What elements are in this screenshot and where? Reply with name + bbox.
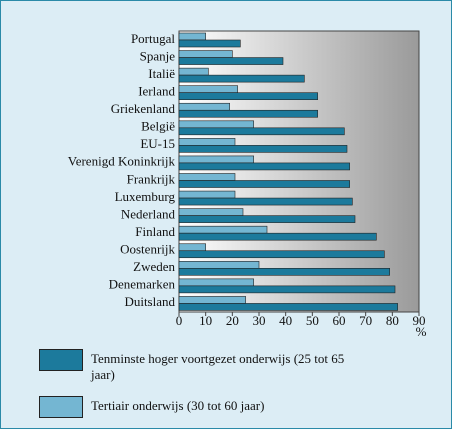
y-tick-label: Frankrijk xyxy=(127,171,176,186)
bar xyxy=(178,285,396,294)
bar xyxy=(178,243,206,252)
bar xyxy=(178,120,254,129)
bar xyxy=(178,109,318,118)
legend-swatch xyxy=(39,396,83,418)
bar xyxy=(178,268,390,276)
x-tick-label: 80 xyxy=(386,313,399,328)
y-tick-label: Nederland xyxy=(121,206,176,221)
bar xyxy=(178,208,244,216)
y-tick-label: Finland xyxy=(135,224,175,239)
bar xyxy=(178,173,236,181)
y-tick-label: Ierland xyxy=(138,83,175,98)
x-tick-label: 30 xyxy=(253,313,266,328)
bar xyxy=(178,57,284,65)
bar xyxy=(178,145,348,153)
bar xyxy=(178,190,236,199)
x-tick-label: 70 xyxy=(359,313,372,328)
x-tick-label: 0 xyxy=(176,313,183,328)
bar xyxy=(178,197,353,206)
x-tick-label: 20 xyxy=(226,313,239,328)
y-tick-label: Zweden xyxy=(133,259,175,274)
x-tick-label: 50 xyxy=(306,313,319,328)
y-tick-label: Oostenrijk xyxy=(120,242,175,257)
bar xyxy=(178,303,398,311)
bar xyxy=(178,127,345,136)
y-tick-label: Duitsland xyxy=(124,294,175,309)
bar xyxy=(178,180,350,188)
legend-label: Tenminste hoger voortgezet onderwijs (25… xyxy=(91,351,345,382)
y-tick-label: Italië xyxy=(148,66,175,81)
bar xyxy=(178,138,236,146)
legend-swatch xyxy=(39,349,83,371)
bar xyxy=(178,155,254,164)
bar xyxy=(178,225,268,234)
y-tick-label: Spanje xyxy=(140,48,176,63)
bar xyxy=(178,32,206,41)
bar xyxy=(178,92,318,100)
y-tick-label: Luxemburg xyxy=(115,189,176,204)
bar xyxy=(178,50,233,58)
bar xyxy=(178,215,356,223)
y-tick-label: België xyxy=(141,119,175,134)
bar xyxy=(178,296,246,304)
y-tick-label: EU-15 xyxy=(140,136,175,151)
bar xyxy=(178,162,350,171)
x-tick-label: 10 xyxy=(199,313,212,328)
bar xyxy=(178,39,241,48)
x-tick-label: 40 xyxy=(279,313,292,328)
bar xyxy=(178,232,377,241)
y-tick-label: Denemarken xyxy=(109,277,176,292)
bar xyxy=(178,250,385,259)
legend-label: Tertiair onderwijs (30 tot 60 jaar) xyxy=(91,398,265,413)
bar xyxy=(178,261,260,269)
bar xyxy=(178,278,254,287)
x-axis-label: % xyxy=(416,324,427,339)
y-tick-label: Portugal xyxy=(131,31,175,46)
y-tick-label: Verenigd Koninkrijk xyxy=(68,154,176,169)
y-tick-label: Griekenland xyxy=(111,101,176,116)
x-tick-label: 90 xyxy=(413,313,426,328)
bar xyxy=(178,67,209,76)
bar xyxy=(178,102,230,111)
bar xyxy=(178,85,238,93)
bar xyxy=(178,74,305,83)
x-tick-label: 60 xyxy=(333,313,346,328)
